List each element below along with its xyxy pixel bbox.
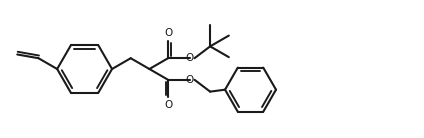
Text: O: O <box>185 75 194 85</box>
Text: O: O <box>164 100 172 110</box>
Text: O: O <box>164 28 172 38</box>
Text: O: O <box>185 53 194 63</box>
